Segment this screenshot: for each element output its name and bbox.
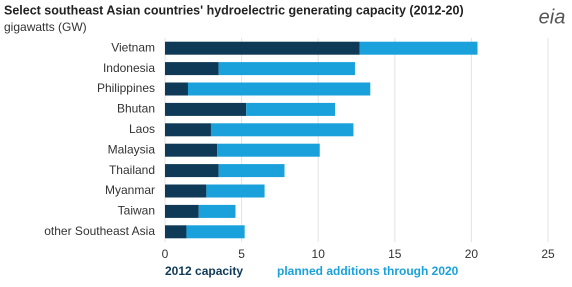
y-tick-label: Indonesia bbox=[103, 61, 155, 75]
bar bbox=[210, 123, 354, 137]
y-tick-label: Myanmar bbox=[105, 183, 155, 197]
x-tick-label: 5 bbox=[238, 247, 245, 261]
bar bbox=[198, 204, 236, 218]
bar bbox=[165, 82, 188, 96]
chart-subtitle: gigawatts (GW) bbox=[4, 20, 87, 34]
x-tick-label: 0 bbox=[162, 247, 169, 261]
y-tick-label: Taiwan bbox=[118, 204, 155, 218]
x-tick-label: 25 bbox=[541, 247, 555, 261]
bar bbox=[246, 102, 336, 116]
bar bbox=[165, 123, 211, 137]
x-tick-label: 20 bbox=[465, 247, 479, 261]
bar bbox=[165, 143, 218, 157]
bar bbox=[165, 204, 199, 218]
bar bbox=[165, 41, 360, 55]
x-tick-label: 10 bbox=[312, 247, 326, 261]
y-tick-label: Thailand bbox=[109, 163, 155, 177]
bar bbox=[218, 62, 355, 76]
bar bbox=[165, 164, 219, 178]
y-tick-label: Bhutan bbox=[117, 102, 155, 116]
bar bbox=[187, 82, 371, 96]
x-tick-label: 15 bbox=[388, 247, 402, 261]
y-tick-label: Philippines bbox=[97, 81, 155, 95]
bar bbox=[186, 225, 245, 239]
logo: eia bbox=[539, 6, 566, 28]
bar bbox=[165, 225, 187, 239]
bar bbox=[165, 184, 207, 198]
legend-label: 2012 capacity bbox=[165, 264, 243, 278]
y-tick-label: Laos bbox=[129, 122, 155, 136]
chart-title: Select southeast Asian countries' hydroe… bbox=[4, 3, 464, 17]
y-tick-label: Malaysia bbox=[108, 142, 156, 156]
bar bbox=[217, 143, 320, 157]
bar bbox=[206, 184, 265, 198]
bar bbox=[359, 41, 478, 55]
y-tick-label: Vietnam bbox=[111, 40, 155, 54]
bar bbox=[218, 164, 285, 178]
bar bbox=[165, 102, 247, 116]
y-tick-label: other Southeast Asia bbox=[44, 224, 155, 238]
legend-label: planned additions through 2020 bbox=[277, 264, 459, 278]
bar bbox=[165, 62, 219, 76]
